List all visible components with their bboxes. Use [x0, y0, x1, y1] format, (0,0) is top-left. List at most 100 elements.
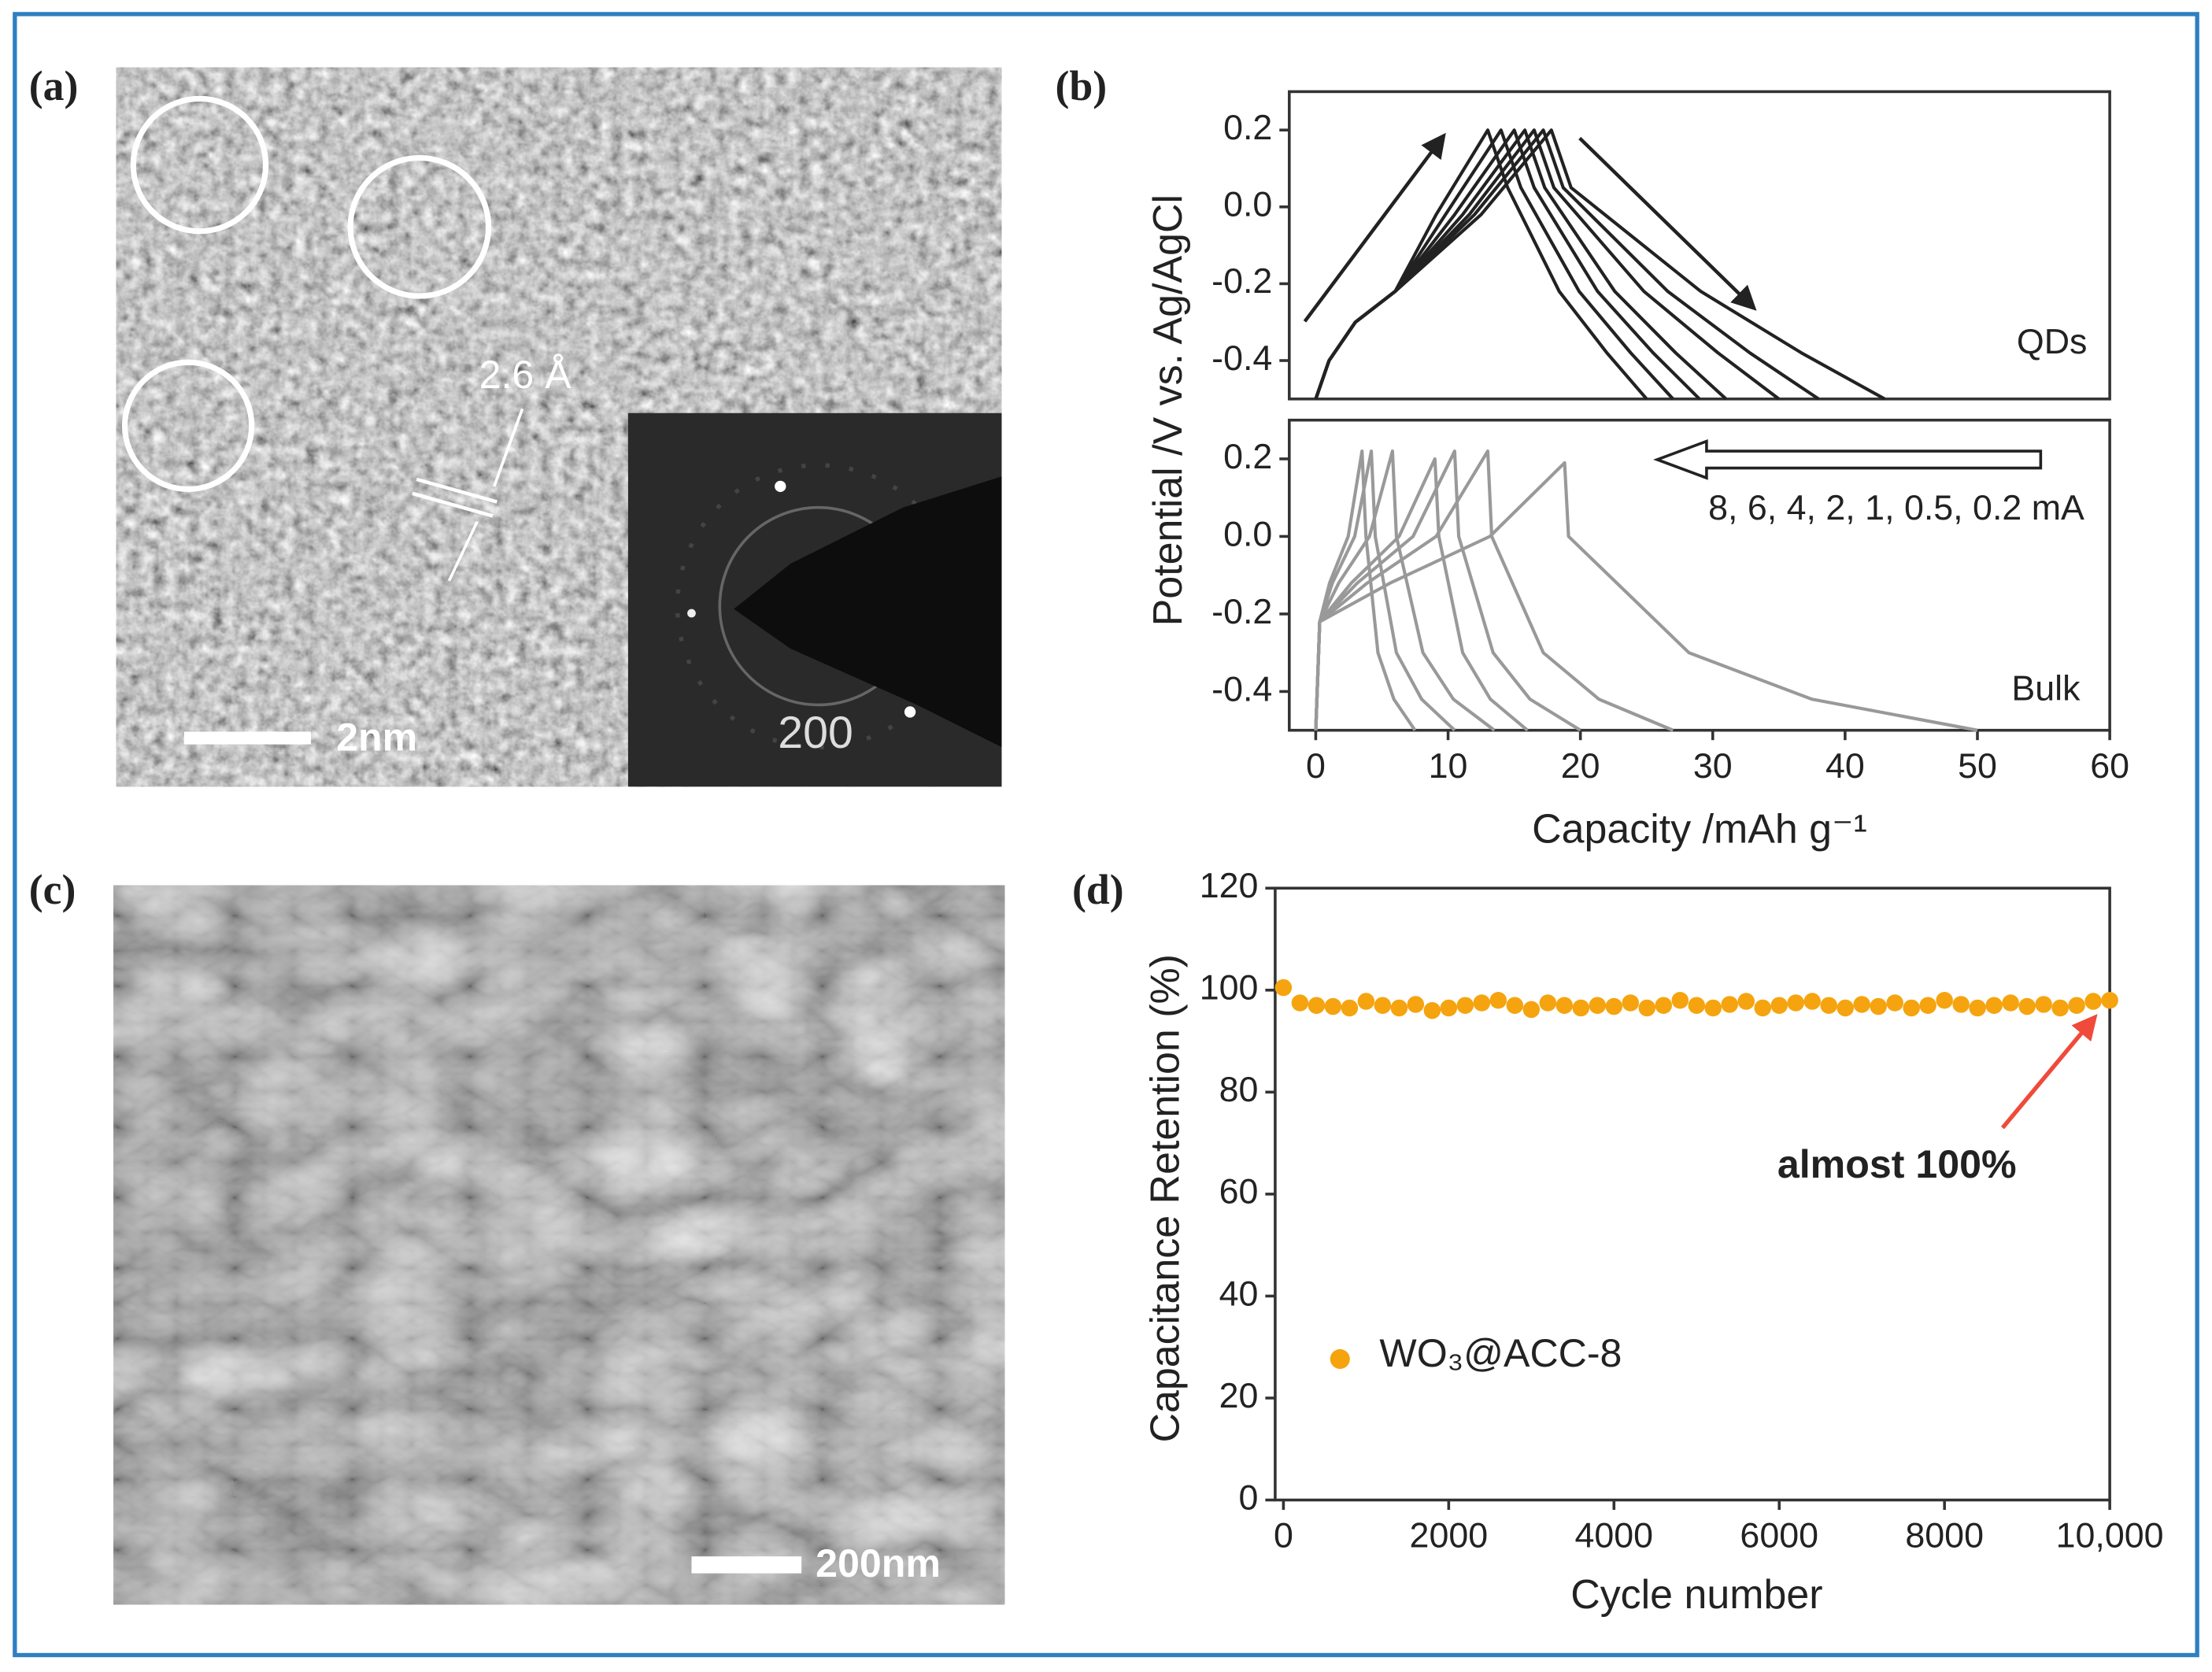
- point: [1688, 997, 1706, 1014]
- point: [1985, 997, 2003, 1014]
- point: [1589, 997, 1607, 1014]
- point: [2035, 996, 2052, 1013]
- point: [1407, 996, 1425, 1013]
- point: [1622, 994, 1640, 1012]
- panel-label: (d): [1072, 866, 1124, 913]
- point: [1489, 992, 1507, 1009]
- y-tick-label: -0.4: [1211, 338, 1272, 378]
- arrow: [493, 408, 524, 487]
- point: [2018, 997, 2036, 1015]
- lattice-line: [416, 477, 498, 504]
- point: [2068, 997, 2085, 1014]
- lattice-label: 2.6 Å: [479, 353, 572, 397]
- point: [1952, 996, 1970, 1013]
- point: [1704, 999, 1722, 1017]
- x-tick-label: 40: [1825, 746, 1865, 786]
- point: [2101, 992, 2118, 1009]
- x-tick-label: 6000: [1740, 1516, 1818, 1555]
- curve: [1314, 461, 1978, 732]
- x-tick-label: 8000: [1905, 1516, 1984, 1555]
- x-axis-label: Capacity /mAh g⁻¹: [1532, 806, 1867, 852]
- point: [1770, 997, 1788, 1014]
- point: [1572, 999, 1590, 1017]
- scale-label: 200nm: [816, 1541, 941, 1585]
- spot: [775, 480, 786, 493]
- curve: [1314, 128, 1886, 401]
- plot-frame: [1288, 418, 2111, 732]
- point: [1787, 994, 1804, 1012]
- point: [2002, 994, 2019, 1012]
- point: [1737, 993, 1755, 1010]
- annotation: QDs: [2017, 322, 2088, 361]
- arrow: [1303, 132, 1446, 323]
- point: [1539, 994, 1557, 1012]
- y-tick-label: 0: [1239, 1478, 1259, 1517]
- point: [1638, 999, 1656, 1017]
- point: [1803, 993, 1821, 1010]
- panel-label: (b): [1056, 62, 1108, 109]
- y-tick-label: 0.2: [1223, 437, 1272, 476]
- y-tick-label: 0.0: [1223, 514, 1272, 553]
- y-tick-label: 0.0: [1223, 185, 1272, 224]
- point: [1324, 997, 1342, 1015]
- y-axis-label: Capacitance Retention (%): [1143, 954, 1189, 1443]
- y-axis-label: Potential /V vs. Ag/AgCl: [1145, 194, 1191, 626]
- point: [1357, 993, 1375, 1010]
- scale-bar: [183, 731, 311, 745]
- x-tick-label: 30: [1693, 746, 1733, 786]
- point: [1522, 1001, 1541, 1019]
- y-tick-label: -0.4: [1211, 669, 1272, 708]
- curve: [1314, 128, 1728, 401]
- y-tick-label: -0.2: [1211, 592, 1272, 631]
- y-tick-label: 60: [1219, 1172, 1259, 1211]
- y-tick-label: 80: [1219, 1070, 1259, 1109]
- annotation: 8, 6, 4, 2, 1, 0.5, 0.2 mA: [1708, 488, 2084, 527]
- x-tick-label: 10: [1429, 746, 1468, 786]
- point: [1655, 997, 1673, 1014]
- point: [1456, 997, 1474, 1014]
- point: [1341, 999, 1359, 1017]
- y-tick-label: 0.2: [1223, 108, 1272, 147]
- x-tick-label: 10,000: [2056, 1516, 2164, 1555]
- point: [1291, 994, 1309, 1012]
- point: [1721, 996, 1738, 1013]
- x-tick-label: 20: [1561, 746, 1600, 786]
- legend-marker: [1330, 1348, 1350, 1369]
- x-tick-label: 50: [1958, 746, 1997, 786]
- plot-frame: [1288, 90, 2111, 401]
- point: [2084, 993, 2102, 1010]
- x-axis-label: Cycle number: [1570, 1572, 1822, 1618]
- point: [1886, 994, 1903, 1012]
- point: [1390, 999, 1408, 1017]
- point: [2051, 999, 2069, 1017]
- point: [1440, 999, 1458, 1017]
- hollow-arrow: [1653, 438, 2043, 480]
- y-tick-label: 120: [1200, 866, 1259, 905]
- point: [1853, 996, 1870, 1013]
- arrow: [1578, 136, 1757, 311]
- x-tick-label: 0: [1306, 746, 1326, 786]
- point: [1936, 992, 1953, 1009]
- x-tick-label: 60: [2090, 746, 2129, 786]
- annotation: Bulk: [2011, 668, 2081, 708]
- x-tick-label: 0: [1274, 1516, 1293, 1555]
- panel-label: (a): [29, 62, 79, 109]
- legend-label: WO₃@ACC-8: [1379, 1331, 1622, 1375]
- point: [1969, 999, 1986, 1017]
- circle: [347, 154, 492, 299]
- point: [1820, 997, 1837, 1014]
- x-tick-label: 4000: [1574, 1516, 1653, 1555]
- point: [1671, 992, 1689, 1009]
- y-tick-label: -0.2: [1211, 261, 1272, 301]
- circle: [130, 95, 269, 235]
- curve: [1314, 128, 1820, 401]
- point: [1754, 999, 1771, 1017]
- point: [1903, 999, 1920, 1017]
- point: [1473, 994, 1491, 1012]
- arrow: [447, 520, 479, 582]
- sem-image: [113, 885, 1005, 1605]
- scale-bar: [691, 1556, 802, 1574]
- lattice-line: [412, 491, 494, 518]
- x-tick-label: 2000: [1410, 1516, 1489, 1555]
